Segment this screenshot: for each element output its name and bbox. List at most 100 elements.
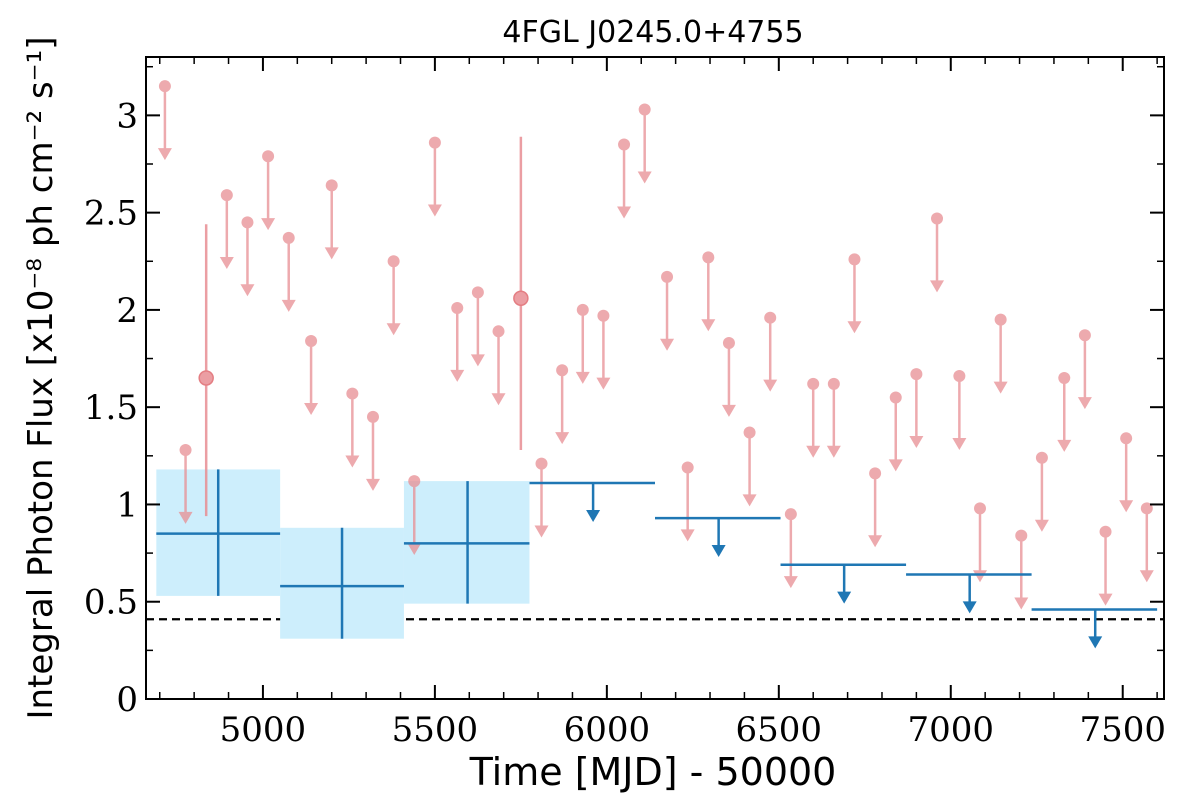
- upper-limit-marker: [366, 410, 379, 423]
- upper-limit-point-21: [637, 103, 652, 184]
- detection-point-1: [513, 136, 529, 450]
- upper-limit-point-30: [826, 377, 841, 458]
- binned-limit-arrowhead: [586, 509, 601, 522]
- upper-limit-marker: [827, 377, 840, 390]
- upper-limit-marker: [681, 461, 694, 474]
- upper-limit-marker: [1035, 451, 1048, 464]
- upper-limit-arrowhead: [993, 381, 1008, 394]
- upper-limit-arrowhead: [470, 354, 485, 367]
- upper-limit-marker: [702, 251, 715, 264]
- upper-limit-point-12: [427, 136, 442, 217]
- upper-limit-arrowhead: [427, 204, 442, 217]
- upper-limit-arrowhead: [763, 379, 778, 392]
- upper-limit-marker: [784, 508, 797, 521]
- upper-limit-marker: [305, 335, 318, 348]
- upper-limit-marker: [931, 212, 944, 225]
- upper-limit-marker: [220, 189, 233, 202]
- binned-upper-limit-3: [906, 573, 1032, 614]
- binned-limit-arrowhead: [837, 591, 852, 604]
- upper-limit-point-44: [1119, 432, 1134, 513]
- upper-limit-marker: [597, 309, 610, 322]
- upper-limit-marker: [556, 364, 569, 377]
- upper-limit-marker: [576, 303, 589, 316]
- upper-limit-point-6: [304, 335, 319, 415]
- upper-limit-point-18: [575, 303, 590, 384]
- x-axis-label: Time [MJD] - 50000: [469, 750, 837, 794]
- upper-limit-arrowhead: [324, 247, 339, 260]
- binned-upper-limit-0: [529, 481, 655, 522]
- upper-limit-marker: [661, 270, 674, 283]
- upper-limit-point-16: [534, 457, 549, 538]
- y-tick-label: 2.5: [84, 194, 138, 234]
- upper-limit-point-4: [261, 150, 276, 231]
- upper-limit-marker: [158, 80, 171, 93]
- binned-limit-arrowhead: [1088, 636, 1103, 649]
- upper-limit-arrowhead: [534, 525, 549, 538]
- upper-limit-point-31: [847, 253, 862, 334]
- upper-limit-point-45: [1139, 502, 1154, 583]
- upper-limit-point-20: [617, 138, 632, 219]
- upper-limit-point-7: [324, 179, 339, 260]
- upper-limit-arrowhead: [806, 445, 821, 458]
- upper-limit-arrowhead: [596, 377, 611, 390]
- upper-limit-arrowhead: [783, 576, 798, 589]
- upper-limit-arrowhead: [742, 494, 757, 507]
- y-axis-label: Integral Photon Flux [x10⁻⁸ ph cm⁻² s⁻¹]: [21, 36, 61, 719]
- upper-limit-marker: [241, 216, 254, 229]
- upper-limit-marker: [1078, 329, 1091, 342]
- upper-limit-marker: [722, 336, 735, 349]
- upper-limit-arrowhead: [888, 459, 903, 472]
- y-tick-label: 2: [116, 291, 138, 331]
- upper-limit-marker: [807, 377, 820, 390]
- upper-limit-arrowhead: [1057, 439, 1072, 452]
- binned-limit-arrowhead: [962, 601, 977, 614]
- upper-limit-arrowhead: [555, 432, 570, 445]
- binned-upper-limit-1: [655, 516, 781, 557]
- upper-limit-arrowhead: [240, 284, 255, 297]
- upper-limit-marker: [1015, 529, 1028, 542]
- upper-limit-marker: [994, 313, 1007, 326]
- x-tick-label: 6000: [564, 710, 651, 750]
- upper-limit-point-0: [157, 80, 172, 161]
- upper-limit-point-32: [868, 467, 883, 548]
- upper-limit-point-39: [1014, 529, 1029, 610]
- axes: 5000 5500 6000 6500 7000 7500 0 0.5 1 1.5 2 2.5 3: [84, 57, 1166, 750]
- upper-limit-arrowhead: [281, 299, 296, 312]
- upper-limit-arrowhead: [219, 257, 234, 270]
- upper-limit-marker: [451, 301, 464, 314]
- binned-detection-2: [403, 481, 530, 604]
- upper-limit-point-11: [407, 475, 422, 556]
- upper-limit-point-41: [1057, 372, 1072, 452]
- upper-limit-marker: [638, 103, 651, 116]
- upper-limit-arrowhead: [157, 148, 172, 161]
- upper-limit-arrowhead: [660, 338, 675, 351]
- upper-limit-arrowhead: [450, 369, 465, 382]
- detection-marker: [198, 370, 214, 386]
- upper-limit-marker: [346, 387, 359, 400]
- upper-limit-arrowhead: [178, 511, 193, 524]
- upper-limit-arrowhead: [826, 445, 841, 458]
- upper-limit-marker: [953, 370, 966, 383]
- upper-limit-arrowhead: [701, 319, 716, 332]
- binned-detection-0: [156, 469, 281, 596]
- x-tick-label: 7000: [908, 710, 995, 750]
- upper-limit-arrowhead: [617, 206, 632, 219]
- upper-limit-marker: [282, 231, 295, 244]
- upper-limit-arrowhead: [1139, 570, 1154, 583]
- y-tick-label: 0: [116, 680, 138, 720]
- upper-limit-marker: [179, 443, 192, 456]
- upper-limit-point-17: [555, 364, 570, 445]
- upper-limit-marker: [869, 467, 882, 480]
- upper-limit-arrowhead: [261, 218, 276, 231]
- chart-title: 4FGL J0245.0+4755: [502, 15, 803, 50]
- upper-limit-point-9: [365, 410, 380, 491]
- upper-limit-marker: [1120, 432, 1133, 445]
- plot-area: [146, 80, 1164, 649]
- upper-limit-marker: [743, 426, 756, 439]
- upper-limit-point-40: [1034, 451, 1049, 532]
- upper-limit-point-10: [386, 255, 401, 336]
- upper-limit-marker: [387, 255, 400, 268]
- upper-limit-arrowhead: [1077, 397, 1092, 410]
- upper-limit-arrowhead: [345, 455, 360, 468]
- upper-limit-marker: [764, 311, 777, 324]
